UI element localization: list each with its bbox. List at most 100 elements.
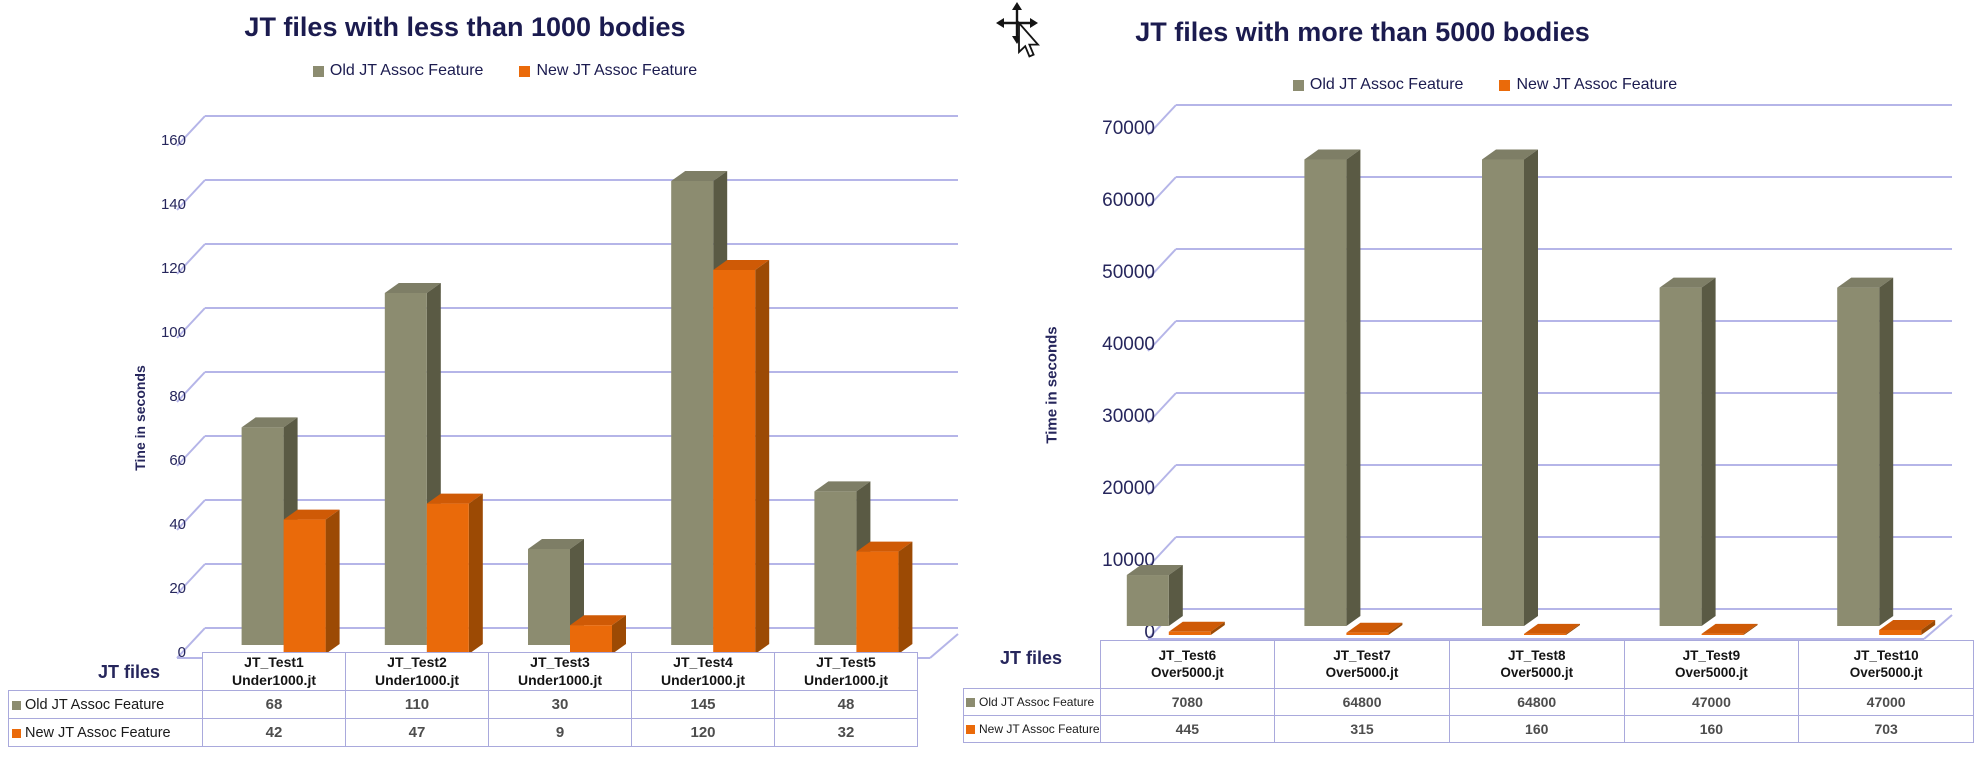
y-tick-label-30000: 30000 (1102, 406, 1155, 427)
value-old-jt_test5: 48 (774, 690, 918, 719)
legend-marker-new-icon (1499, 79, 1511, 91)
value-old-jt_test4: 145 (631, 690, 775, 719)
y-tick-label-120: 120 (161, 260, 186, 277)
bar-new-jt_test10-top (1879, 619, 1936, 630)
legend-label-old: Old JT Assoc Feature (1309, 76, 1464, 93)
legend-marker-old-icon (1292, 79, 1304, 91)
bar-new-jt_test3 (570, 625, 612, 654)
data-table-under-1000: JT_Test1 Under1000.jt JT_Test2 Under1000.jt… (8, 652, 918, 747)
legend-marker-old-icon (312, 65, 324, 77)
series-row-label-new: New JT Assoc Feature (8, 718, 203, 747)
bar-old-jt_test7 (1304, 159, 1347, 626)
bar-old-jt_test10 (1837, 287, 1880, 626)
y-tick-label-60000: 60000 (1102, 190, 1155, 211)
y-tick-label-100: 100 (161, 324, 186, 341)
series-row-label-old: Old JT Assoc Feature (8, 690, 203, 719)
bar-old-jt_test5 (814, 491, 857, 645)
legend-item-old: Old JT Assoc Feature (312, 62, 483, 80)
category-header-jt_test5: JT_Test5 Under1000.jt (774, 652, 918, 691)
category-header-jt_test7: JT_Test7 Over5000.jt (1274, 640, 1450, 689)
bar-new-jt_test7 (1346, 632, 1389, 635)
bar-new-jt_test5-side (898, 541, 913, 654)
floor-right-edge (1923, 614, 1953, 640)
bar-new-jt_test1 (283, 519, 326, 654)
y-tick-label-70000: 70000 (1102, 118, 1155, 139)
bar-new-jt_test6-top (1168, 621, 1225, 632)
gridline-diag-80 (176, 371, 206, 403)
value-old-jt_test7: 64800 (1274, 688, 1450, 716)
value-old-jt_test10: 47000 (1798, 688, 1974, 716)
gridline-diag-0 (176, 627, 206, 659)
bar-new-jt_test7-side (1388, 622, 1403, 635)
table-corner (964, 641, 1101, 689)
bar-old-jt_test10-side (1879, 277, 1894, 626)
bar-new-jt_test8-top (1524, 623, 1580, 634)
y-axis-title: Time in seconds (1043, 326, 1061, 444)
bar-new-jt_test3-top (570, 615, 626, 626)
y-tick-label-40000: 40000 (1102, 334, 1155, 355)
bar-old-jt_test7-side (1346, 149, 1361, 626)
bar-new-jt_test5-top (856, 541, 913, 552)
bar-old-jt_test9-side (1701, 277, 1716, 626)
value-old-jt_test3: 30 (488, 690, 632, 719)
value-new-jt_test9: 160 (1623, 715, 1800, 743)
gridline-diag-50000 (1147, 248, 1177, 280)
bar-new-jt_test9-top (1701, 623, 1758, 634)
legend-item-new: New JT Assoc Feature (1499, 76, 1677, 94)
y-tick-label-80: 80 (169, 388, 186, 405)
y-tick-label-40: 40 (169, 516, 186, 533)
value-new-jt_test4: 120 (631, 718, 775, 747)
bar-new-jt_test10-side (1921, 619, 1936, 635)
bar-new-jt_test2-side (468, 493, 483, 654)
chart-title: JT files with more than 5000 bodies (1135, 17, 1590, 47)
bar-new-jt_test8 (1524, 633, 1566, 635)
category-header-jt_test1: JT_Test1 Under1000.jt (202, 652, 346, 691)
bar-new-jt_test4-top (713, 260, 770, 270)
move-cursor-icon (996, 2, 1040, 58)
bar-old-jt_test10-top (1837, 277, 1894, 288)
value-new-jt_test3: 9 (488, 718, 632, 747)
table-corner (9, 653, 203, 691)
bar-new-jt_test4 (713, 270, 756, 654)
bar-old-jt_test1-top (241, 417, 298, 428)
gridline-diag-10000 (1147, 536, 1177, 568)
bar-old-jt_test6-top (1126, 565, 1183, 576)
gridline-diag-30000 (1147, 392, 1177, 424)
y-tick-label-0: 0 (1144, 622, 1155, 643)
legend-label-new: New JT Assoc Feature (1516, 76, 1678, 93)
x-axis-title: JT files (1000, 648, 1063, 668)
bar-old-jt_test8-side (1524, 149, 1538, 626)
bar-old-jt_test2 (384, 293, 427, 645)
data-table-over-5000: JT_Test6 Over5000.jt JT_Test7 Over5000.jt JT… (963, 640, 1974, 743)
legend-marker-new-icon (519, 65, 531, 77)
gridline-diag-140 (176, 179, 206, 211)
bar-new-jt_test9 (1701, 633, 1744, 635)
category-header-jt_test10: JT_Test10 Over5000.jt (1798, 640, 1974, 689)
bar-new-jt_test8-side (1566, 623, 1580, 635)
bar-old-jt_test4-top (671, 171, 728, 181)
gridline-diag-60000 (1147, 176, 1177, 208)
bar-old-jt_test3 (528, 549, 570, 645)
bar-old-jt_test8-top (1482, 149, 1538, 160)
gridline-diag-120 (176, 243, 206, 275)
bar-old-jt_test5-top (814, 481, 871, 492)
bar-old-jt_test6-side (1168, 565, 1183, 626)
series-row-label-new: New JT Assoc Feature (963, 715, 1101, 743)
move-cross-icon (1002, 8, 1032, 38)
bar-new-jt_test7-top (1346, 622, 1403, 633)
gridline-diag-160 (176, 115, 206, 147)
gridline-diag-100 (176, 307, 206, 339)
bar-old-jt_test2-top (384, 283, 441, 293)
series-marker-icon (966, 698, 975, 707)
bar-old-jt_test8 (1482, 159, 1524, 626)
value-old-jt_test8: 64800 (1448, 688, 1625, 716)
value-old-jt_test2: 110 (345, 690, 489, 719)
bar-old-jt_test7-top (1304, 149, 1361, 160)
value-old-jt_test9: 47000 (1623, 688, 1800, 716)
bar-new-jt_test6 (1168, 631, 1211, 635)
bar-new-jt_test3-side (612, 615, 626, 654)
legend-item-old: Old JT Assoc Feature (1292, 76, 1464, 94)
value-old-jt_test6: 7080 (1099, 688, 1276, 716)
gridline-diag-20 (176, 563, 206, 595)
